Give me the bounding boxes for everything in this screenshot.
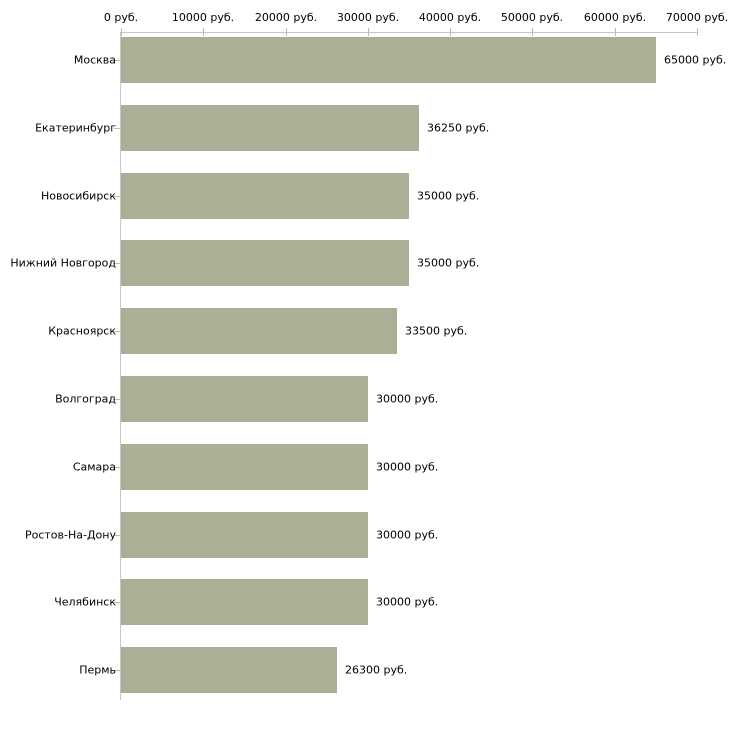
x-tick-label: 50000 руб. [500,11,564,24]
bar [121,512,368,558]
category-label: Ростов-На-Дону [24,528,116,542]
y-tick-mark [114,263,120,264]
value-label: 65000 руб. [664,53,727,67]
x-tick-label: 60000 руб. [583,11,647,24]
x-tick-mark [450,28,451,36]
value-label: 35000 руб. [417,256,480,270]
y-tick-mark [114,60,120,61]
bar [121,37,656,83]
y-tick-mark [114,670,120,671]
x-tick-label: 20000 руб. [254,11,318,24]
value-label: 26300 руб. [345,663,408,677]
y-tick-mark [114,535,120,536]
x-tick-mark [532,28,533,36]
x-tick-mark [368,28,369,36]
y-axis-line [120,32,121,700]
category-label: Красноярск [48,324,116,338]
x-tick-mark [615,28,616,36]
x-tick-label: 70000 руб. [665,11,729,24]
x-axis-line [120,32,698,33]
category-label: Пермь [79,663,116,677]
x-tick-mark [203,28,204,36]
value-label: 35000 руб. [417,189,480,203]
bar [121,173,409,219]
value-label: 30000 руб. [376,392,439,406]
bar [121,240,409,286]
y-tick-mark [114,331,120,332]
y-tick-mark [114,399,120,400]
x-tick-label: 10000 руб. [171,11,235,24]
x-tick-mark [121,28,122,36]
bar [121,105,419,151]
x-tick-mark [697,28,698,36]
category-label: Самара [72,460,116,474]
category-label: Челябинск [54,595,116,609]
y-tick-mark [114,196,120,197]
value-label: 30000 руб. [376,595,439,609]
x-tick-mark [286,28,287,36]
x-tick-label: 30000 руб. [336,11,400,24]
value-label: 33500 руб. [405,324,468,338]
bar [121,444,368,490]
category-label: Екатеринбург [35,121,116,135]
bar [121,579,368,625]
bar [121,376,368,422]
category-label: Москва [73,53,116,67]
category-label: Волгоград [55,392,116,406]
bar [121,647,337,693]
x-tick-label: 0 руб. [103,11,139,24]
value-label: 36250 руб. [427,121,490,135]
y-tick-mark [114,128,120,129]
bar [121,308,397,354]
value-label: 30000 руб. [376,528,439,542]
category-label: Нижний Новгород [10,256,116,270]
x-tick-label: 40000 руб. [418,11,482,24]
value-label: 30000 руб. [376,460,439,474]
category-label: Новосибирск [40,189,116,203]
y-tick-mark [114,602,120,603]
y-tick-mark [114,467,120,468]
